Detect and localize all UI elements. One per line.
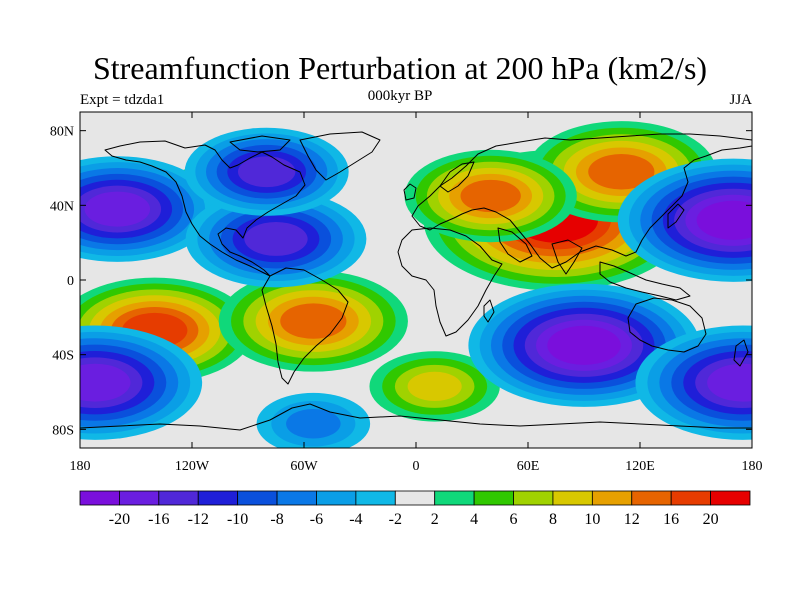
contour-high-2-level-5	[460, 179, 521, 213]
lon-label-2: 60W	[290, 459, 318, 474]
coastlines	[80, 131, 752, 431]
colorbar-swatch-8	[394, 490, 436, 506]
colorbar-swatch-13	[591, 490, 633, 506]
contour-low-10-level-5	[244, 221, 308, 256]
colorbar-swatch-12	[552, 490, 593, 506]
colorbar-swatch-11	[513, 490, 554, 506]
coast-new-zealand	[733, 339, 749, 367]
lat-label-4: 80S	[52, 423, 74, 438]
lon-label-1: 120W	[175, 459, 210, 474]
contour-low-14-level-2	[286, 408, 341, 439]
coast-arctic-islands	[229, 135, 291, 153]
colorbar-label-7: -2	[389, 511, 402, 528]
coast-arabia	[497, 227, 533, 263]
colorbar-label-12: 10	[584, 511, 600, 528]
colorbar-swatch-15	[670, 490, 711, 506]
colorbar-swatch-14	[631, 490, 672, 506]
colorbar-label-10: 6	[510, 511, 518, 528]
coast-british-isles	[403, 183, 417, 201]
lat-label-2: 0	[67, 274, 74, 289]
coast-south-america	[261, 267, 349, 385]
experiment-label: Expt = tdzda1	[80, 92, 165, 108]
colorbar-label-1: -16	[148, 511, 169, 528]
coast-north-america	[104, 140, 306, 277]
lon-label-6: 180	[742, 459, 763, 474]
lat-label-0: 80N	[50, 125, 74, 140]
colorbar-label-13: 12	[624, 511, 640, 528]
colorbar-label-4: -8	[270, 511, 283, 528]
lat-label-1: 40N	[50, 199, 74, 214]
colorbar-swatch-2	[158, 490, 199, 506]
contour-high-4-level-5	[280, 303, 347, 339]
colorbar-label-3: -10	[227, 511, 248, 528]
contour-low-12-level-6	[80, 363, 131, 402]
colorbar-label-0: -20	[109, 511, 130, 528]
coast-indonesia	[599, 261, 691, 301]
contour-field	[80, 112, 752, 448]
lon-label-4: 60E	[517, 459, 540, 474]
colorbar-swatch-3	[197, 490, 239, 506]
colorbar-label-9: 4	[470, 511, 478, 528]
lon-label-3: 0	[413, 459, 420, 474]
colorbar-swatch-6	[316, 490, 357, 506]
colorbar-swatch-16	[710, 490, 751, 506]
colorbar: -20 -16 -12 -10 -8 -6 -4 -2 2 4 6 8 10 12 16 20	[79, 490, 751, 528]
map-title: Streamfunction Perturbation at 200 hPa (…	[92, 50, 708, 86]
season-label: JJA	[729, 92, 752, 108]
coast-india	[551, 239, 583, 275]
colorbar-swatch-9	[434, 490, 475, 506]
coast-greenland	[299, 131, 381, 181]
coast-madagascar	[483, 299, 495, 323]
colorbar-label-11: 8	[549, 511, 557, 528]
colorbar-swatch-1	[119, 490, 160, 506]
contour-low-7-level-7	[547, 325, 621, 365]
contour-low-9-level-6	[84, 191, 151, 227]
lon-label-0: 180	[70, 459, 91, 474]
coast-australia	[627, 297, 707, 353]
coast-eurasia	[411, 133, 752, 269]
contour-low-11-level-5	[237, 156, 296, 188]
coast-africa	[397, 227, 503, 337]
colorbar-swatch-0	[79, 490, 120, 506]
contour-high-1-level-5	[588, 154, 655, 190]
colorbar-label-2: -12	[188, 511, 209, 528]
lon-label-5: 120E	[625, 459, 655, 474]
colorbar-swatch-5	[276, 490, 317, 506]
contour-low-13-level-6	[707, 363, 752, 402]
colorbar-label-14: 16	[663, 511, 679, 528]
colorbar-label-8: 2	[431, 511, 439, 528]
coast-scandinavia	[439, 161, 475, 193]
colorbar-swatch-4	[237, 490, 278, 506]
contour-low-8-level-7	[696, 200, 752, 240]
map-axes: 80N 40N 0 40S 80S 180 120W 60W 0 60E 120E 180	[50, 112, 763, 474]
colorbar-label-5: -6	[310, 511, 323, 528]
colorbar-label-6: -4	[349, 511, 362, 528]
colorbar-label-15: 20	[703, 511, 719, 528]
lat-label-3: 40S	[52, 349, 74, 364]
coast-japan	[667, 203, 685, 229]
coast-antarctica	[80, 403, 752, 431]
colorbar-swatch-7	[355, 490, 396, 506]
period-label: 000kyr BP	[367, 88, 433, 104]
colorbar-swatch-10	[473, 490, 514, 506]
contour-high-5-level-3	[407, 371, 462, 402]
